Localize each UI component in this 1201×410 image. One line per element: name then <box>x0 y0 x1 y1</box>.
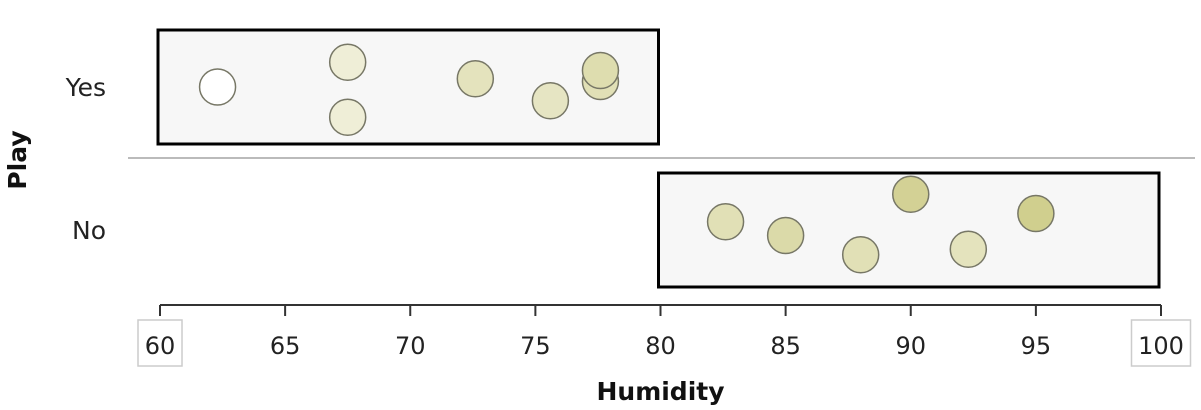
x-tick-highlight-60 <box>137 319 183 367</box>
data-point-9 <box>766 216 805 255</box>
x-tick-highlight-100 <box>1130 319 1192 367</box>
data-points <box>198 43 1055 274</box>
x-axis: 60 65 70 75 80 85 90 95 100 <box>137 304 1192 367</box>
data-point-1 <box>198 68 237 106</box>
data-point-13 <box>1017 194 1055 233</box>
y-axis-title: Play <box>3 130 32 189</box>
data-point-8 <box>706 203 745 241</box>
data-point-2 <box>328 43 367 81</box>
x-axis-title: Humidity <box>596 377 724 406</box>
data-point-7 <box>581 51 620 90</box>
data-point-5 <box>531 82 570 120</box>
x-tick-label-85: 85 <box>770 332 801 360</box>
x-tick-label-70: 70 <box>395 332 426 360</box>
data-point-4 <box>456 60 495 98</box>
x-tick-label-60: 60 <box>145 332 176 360</box>
x-tick-label-75: 75 <box>520 332 551 360</box>
data-point-10 <box>841 236 880 274</box>
x-tick-label-90: 90 <box>895 332 926 360</box>
data-point-12 <box>949 230 988 268</box>
range-box-yes <box>156 28 660 146</box>
data-point-3 <box>328 98 367 136</box>
x-tick-label-100: 100 <box>1138 332 1184 360</box>
x-tick-label-95: 95 <box>1021 332 1052 360</box>
x-tick-label-80: 80 <box>645 332 676 360</box>
x-tick-label-65: 65 <box>270 332 301 360</box>
y-category-label-yes: Yes <box>65 73 106 102</box>
y-category-label-no: No <box>72 216 106 245</box>
y-axis-categories: Yes No <box>65 73 106 245</box>
data-point-11 <box>892 175 930 213</box>
